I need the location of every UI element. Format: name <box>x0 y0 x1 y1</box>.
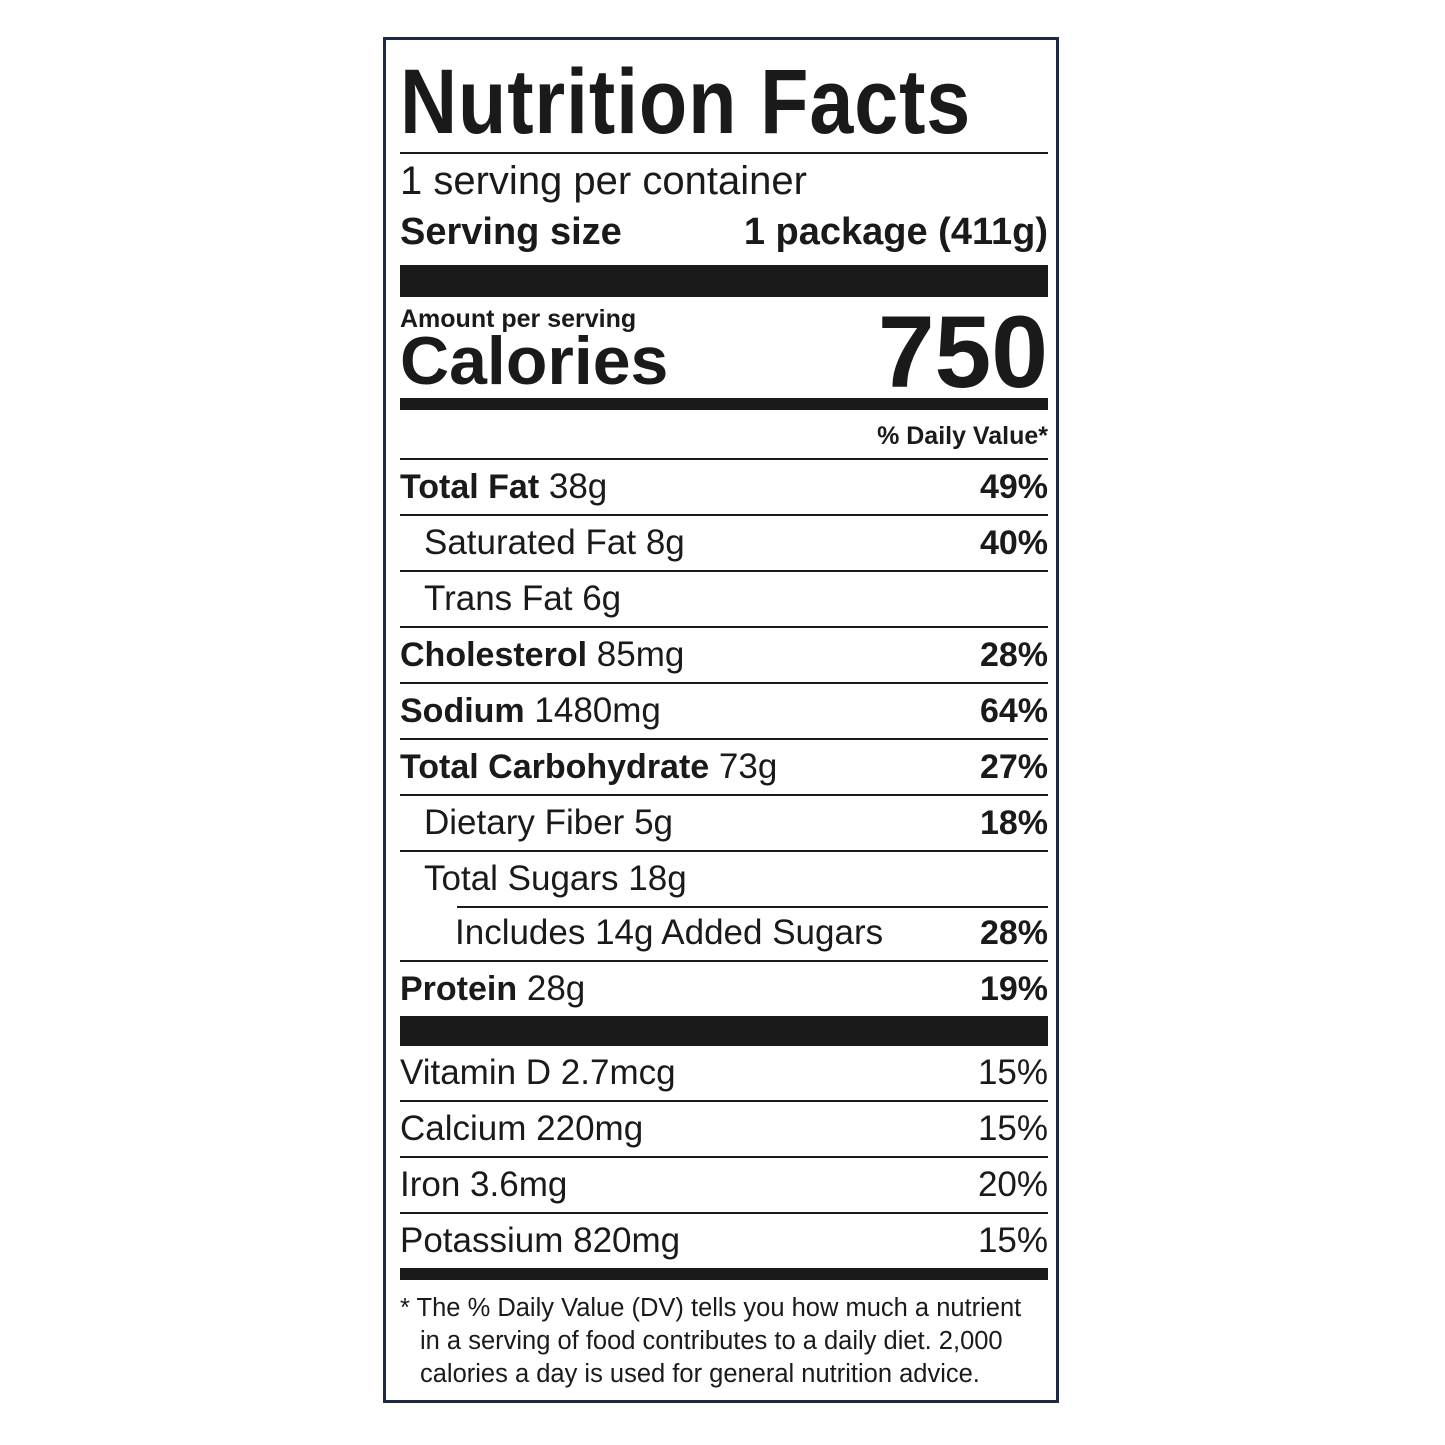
nutrient-row: Sodium 1480mg 64% <box>400 682 1048 738</box>
nutrient-amount: 1480mg <box>534 691 661 730</box>
nutrient-row: Protein 28g 19% <box>400 960 1048 1016</box>
nutrient-dv: 49% <box>979 467 1048 506</box>
nutrient-amount: 38g <box>548 467 608 506</box>
serving-size-value: 1 package (411g) <box>743 211 1048 253</box>
vitamin-row: Calcium 220mg 15% <box>400 1100 1048 1156</box>
nutrient-dv: 28% <box>979 913 1048 952</box>
vitamin-row: Iron 3.6mg 20% <box>400 1156 1048 1212</box>
nutrient-amount: 73g <box>718 747 778 786</box>
nutrient-dv: 40% <box>979 523 1048 562</box>
nutrient-row: Total Carbohydrate 73g 27% <box>400 738 1048 794</box>
serving-size: Serving size 1 package (411g) <box>400 206 1048 260</box>
vitamin-row: Potassium 820mg 15% <box>400 1212 1048 1268</box>
vitamin-name: Potassium 820mg <box>400 1221 681 1260</box>
daily-value-header: % Daily Value* <box>877 422 1048 450</box>
nutrient-name: Dietary Fiber <box>424 803 625 842</box>
calories-value: 750 <box>877 295 1048 409</box>
calories: Calories 750 <box>400 301 1048 403</box>
vitamin-dv: 15% <box>977 1109 1048 1148</box>
nutrient-row: Total Sugars 18g <box>400 850 1048 906</box>
servings: 1 serving per container <box>400 159 807 203</box>
nutrient-name: Trans Fat <box>424 579 573 618</box>
medium-bar <box>400 1268 1048 1280</box>
nutrient-row: Includes 14g Added Sugars 28% <box>400 906 1048 960</box>
amount-per-serving: Amount per serving <box>400 305 637 333</box>
nutrient-amount: 28g <box>526 969 586 1008</box>
nutrient-dv: 64% <box>979 691 1048 730</box>
nutrient-name: Includes 14g Added Sugars <box>455 913 884 952</box>
nutrient-amount: 18g <box>628 859 687 898</box>
nutrient-dv: 19% <box>979 969 1048 1008</box>
rule <box>400 152 1048 154</box>
nutrient-name: Saturated Fat <box>424 523 637 562</box>
nutrient-name: Sodium <box>400 692 525 730</box>
vitamin-row: Vitamin D 2.7mcg 15% <box>400 1046 1048 1100</box>
nutrient-name: Protein <box>400 970 518 1008</box>
calories-label: Calories <box>400 323 669 399</box>
footnote: * The % Daily Value (DV) tells you how m… <box>400 1294 1022 1388</box>
nutrient-dv: 18% <box>979 803 1048 842</box>
vitamin-name: Vitamin D 2.7mcg <box>400 1053 676 1092</box>
nutrient-row: Saturated Fat 8g 40% <box>400 514 1048 570</box>
thick-bar <box>400 265 1048 297</box>
nutrient-row: Trans Fat 6g <box>400 570 1048 626</box>
nutrient-row: Cholesterol 85mg 28% <box>400 626 1048 682</box>
nutrient-name: Total Sugars <box>424 859 619 898</box>
nutrient-name: Total Carbohydrate <box>400 748 710 786</box>
nutrient-amount: 5g <box>634 803 673 842</box>
nutrient-amount: 8g <box>645 523 685 562</box>
title: Nutrition Facts <box>400 51 972 153</box>
vitamin-dv: 15% <box>977 1221 1048 1260</box>
medium-bar <box>400 398 1048 410</box>
nutrient-amount: 6g <box>582 579 622 618</box>
nutrient-amount: 85mg <box>596 635 685 674</box>
vitamin-name: Calcium 220mg <box>400 1109 644 1148</box>
thick-bar <box>400 1016 1048 1046</box>
label-content: Nutrition Facts 1 serving per container … <box>400 40 1048 1391</box>
nutrient-name: Cholesterol <box>400 636 588 674</box>
vitamin-dv: 20% <box>977 1165 1048 1204</box>
nutrient-dv: 28% <box>979 635 1048 674</box>
nutrient-name: Total Fat <box>400 468 540 506</box>
nutrient-dv: 27% <box>979 747 1048 786</box>
vitamin-dv: 15% <box>977 1053 1048 1092</box>
nutrient-row: Total Fat 38g 49% <box>400 458 1048 514</box>
nutrition-label: Nutrition Facts 1 serving per container … <box>383 37 1059 1403</box>
vitamin-name: Iron 3.6mg <box>400 1165 568 1204</box>
serving-size-label: Serving size <box>400 211 622 253</box>
nutrient-row: Dietary Fiber 5g 18% <box>400 794 1048 850</box>
